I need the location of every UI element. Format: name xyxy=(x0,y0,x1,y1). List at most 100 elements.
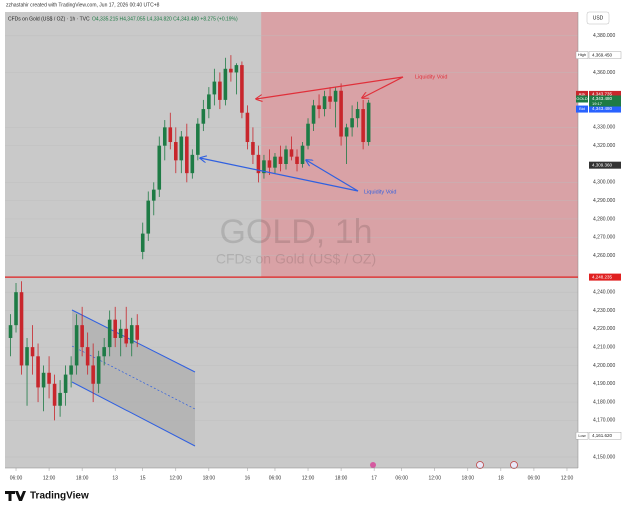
price-label-box xyxy=(588,51,622,59)
candle-body xyxy=(251,142,255,155)
price-label-box xyxy=(589,273,621,281)
candle-body xyxy=(196,123,200,155)
x-tick-label: 12:00 xyxy=(43,475,56,481)
price-label-name: GOLD xyxy=(576,96,587,101)
arrow xyxy=(362,76,404,98)
candle-body xyxy=(14,292,18,326)
x-tick-label: 06:00 xyxy=(269,475,282,481)
void-zone xyxy=(261,12,578,278)
x-tick-label: 15 xyxy=(140,475,146,481)
candle-body xyxy=(350,118,354,128)
price-label-tag xyxy=(575,51,589,59)
candle-body xyxy=(135,325,140,340)
arrow xyxy=(256,76,404,99)
price-label-tag xyxy=(576,105,588,113)
price-label: 4,343.480 xyxy=(592,96,613,101)
x-tick-label: 18:00 xyxy=(76,475,89,481)
candle-body xyxy=(85,347,90,366)
attribution: zzhastahir created with TradingView.com,… xyxy=(6,2,160,8)
candle-body xyxy=(102,347,106,357)
candle-body xyxy=(140,233,145,252)
candle-body xyxy=(91,365,95,384)
y-tick-label: 4,280.000 xyxy=(593,216,615,222)
y-tick-label: 4,260.000 xyxy=(593,253,615,259)
candle-body xyxy=(129,325,134,344)
candle-body xyxy=(333,90,338,102)
x-tick-label: 06:00 xyxy=(528,475,541,481)
price-label-tag xyxy=(576,90,588,98)
y-tick-label: 4,180.000 xyxy=(593,399,615,405)
x-tick-label: 18:00 xyxy=(462,475,475,481)
candle-body xyxy=(146,200,151,234)
x-tick-label: 17 xyxy=(371,475,377,481)
candle-body xyxy=(36,356,40,388)
price-label-tag xyxy=(575,432,589,440)
arrow xyxy=(200,158,359,192)
candle-body xyxy=(295,156,299,164)
candle-body xyxy=(317,105,321,110)
price-label-box xyxy=(589,105,621,113)
candle-body xyxy=(256,154,261,174)
y-tick-label: 4,360.000 xyxy=(593,70,615,76)
candle-body xyxy=(284,149,288,164)
candle-body xyxy=(157,145,162,190)
candle-body xyxy=(63,374,68,393)
candle-body xyxy=(80,325,84,348)
price-label: 4,248.235 xyxy=(592,274,613,279)
candle-body xyxy=(47,372,51,384)
candle-body xyxy=(118,328,123,338)
price-label-name: Bid xyxy=(579,106,585,111)
candle-body xyxy=(344,127,349,137)
candle-body xyxy=(173,142,178,161)
candle-body xyxy=(58,392,62,406)
price-label: 4,161.620 xyxy=(592,433,613,438)
y-tick-label: 4,170.000 xyxy=(593,418,615,424)
currency[interactable]: USD xyxy=(593,15,604,21)
annotation: Liquidity Void xyxy=(364,189,396,195)
price-label: 4,369.450 xyxy=(592,52,613,57)
x-tick-label: 16 xyxy=(245,475,251,481)
countdown-box xyxy=(589,101,621,107)
price-label: 4,309.360 xyxy=(592,162,613,167)
candle-body xyxy=(267,160,272,168)
price-label-box xyxy=(589,90,621,98)
candle-body xyxy=(311,105,316,124)
candle-body xyxy=(355,109,360,119)
countdown: 19:17 xyxy=(592,101,603,106)
y-tick-label: 4,200.000 xyxy=(593,363,615,369)
price-label-name: Low xyxy=(578,433,585,438)
candle-body xyxy=(278,156,283,164)
channel-mid xyxy=(71,345,196,410)
candle-body xyxy=(328,96,332,102)
candle-body xyxy=(185,136,189,174)
y-tick-label: 4,210.000 xyxy=(593,344,615,350)
ohlc-line: O4,335.215 H4,347.055 L4,334.820 C4,343.… xyxy=(92,16,238,22)
x-tick-label: 12:00 xyxy=(561,475,574,481)
candle-body xyxy=(207,94,211,110)
event-icon[interactable] xyxy=(370,462,376,468)
y-tick-label: 4,330.000 xyxy=(593,125,615,131)
candle-body xyxy=(8,325,13,338)
y-tick-label: 4,290.000 xyxy=(593,198,615,204)
y-tick-label: 4,320.000 xyxy=(593,143,615,149)
x-tick-label: 13 xyxy=(112,475,118,481)
candle-body xyxy=(322,96,327,110)
candle-body xyxy=(201,109,206,124)
currency-box[interactable] xyxy=(586,11,610,25)
y-tick-label: 4,150.000 xyxy=(593,454,615,460)
event-icon[interactable] xyxy=(510,461,518,469)
candle-body xyxy=(366,102,371,143)
price-label-name: Ask xyxy=(579,91,586,96)
candle-body xyxy=(212,81,217,95)
candle-body xyxy=(289,149,294,157)
x-tick-label: 06:00 xyxy=(10,475,23,481)
price-label-name: High xyxy=(578,52,586,57)
candle-body xyxy=(52,383,57,406)
brand-logo xyxy=(5,491,26,501)
x-tick-label: 06:00 xyxy=(395,475,408,481)
y-tick-label: 4,380.000 xyxy=(593,33,615,39)
event-icon[interactable] xyxy=(476,461,484,469)
candle-body xyxy=(124,328,129,344)
candle-body xyxy=(300,145,305,164)
annotation: Liquidity Void xyxy=(415,74,447,80)
